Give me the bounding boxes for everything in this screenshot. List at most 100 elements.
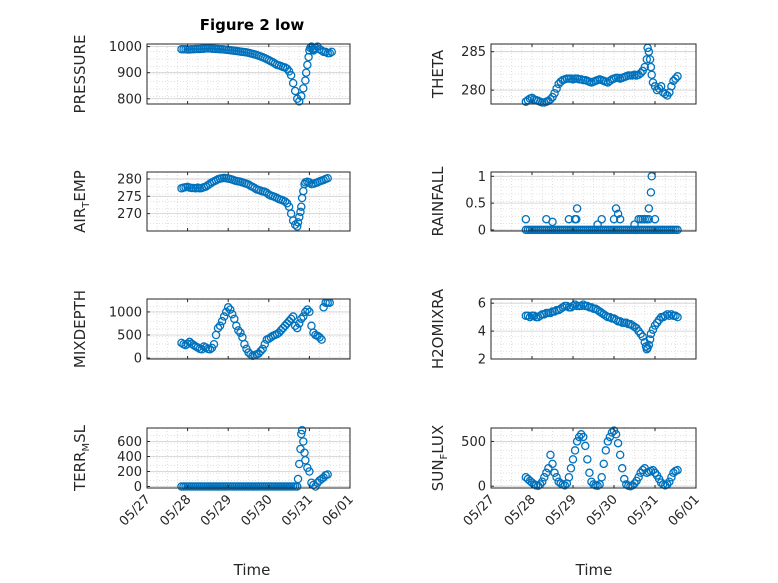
subplot-mixdepth: 0 500 1000 MIXDEPTH — [71, 290, 351, 368]
data-point — [236, 328, 245, 337]
data-point — [585, 468, 594, 478]
data-point — [603, 437, 613, 446]
data-point — [256, 346, 265, 356]
data-point — [673, 312, 682, 322]
data-point — [572, 204, 582, 213]
y-axis-label-main: PRESSURE — [71, 35, 89, 114]
data-points — [177, 42, 336, 106]
data-point — [183, 339, 192, 349]
data-point — [205, 345, 215, 354]
data-point — [321, 47, 330, 57]
data-point — [280, 197, 290, 206]
y-tick-label: 0.5 — [465, 197, 486, 212]
y-tick-label: 280 — [461, 84, 486, 99]
data-point — [323, 470, 332, 479]
data-point — [315, 333, 324, 342]
data-point — [671, 311, 680, 320]
y-axis-label-main: THETA — [429, 49, 447, 99]
data-point — [564, 473, 574, 482]
subplot-pressure: 800 900 1000 PRESSURE — [71, 35, 351, 114]
data-point — [593, 481, 602, 491]
y-axis-label: MIXDEPTH — [71, 290, 89, 368]
data-point — [299, 84, 308, 93]
data-point — [327, 47, 336, 57]
data-point — [282, 64, 292, 74]
data-point — [294, 319, 304, 328]
data-point — [525, 312, 535, 322]
data-point — [663, 310, 672, 319]
y-tick-label: 400 — [117, 450, 142, 465]
data-point — [303, 305, 312, 314]
data-point — [297, 425, 307, 435]
axes-box — [490, 298, 697, 360]
x-tick-label: 05/29 — [543, 492, 580, 529]
data-point — [293, 218, 303, 227]
data-point — [225, 305, 235, 314]
data-point — [296, 207, 305, 217]
figure-title: Figure 2 low — [200, 16, 305, 34]
data-point — [297, 429, 306, 439]
data-point — [552, 473, 561, 482]
y-axis-label: AIRTEMP — [71, 170, 92, 233]
x-tick-label: 05/28 — [157, 492, 194, 529]
y-axis-label-subscript: M — [81, 443, 92, 452]
data-point — [201, 343, 211, 352]
data-point — [615, 450, 625, 460]
data-point — [521, 214, 531, 224]
data-point — [667, 473, 676, 482]
x-tick-label: 05/27 — [117, 492, 154, 529]
subplot-rainfall: 0 0.5 1 RAINFALL — [429, 166, 697, 238]
data-point — [288, 78, 298, 88]
y-tick-label: 1 — [478, 170, 486, 185]
subplot-sunlux: 0 500 05/27 05/28 05/29 05/30 05/31 06/01 SUNFLU… — [429, 425, 703, 530]
data-point — [601, 446, 611, 455]
data-point — [617, 464, 627, 473]
x-tick-label: 06/01 — [666, 492, 703, 529]
data-point — [290, 86, 300, 96]
data-point — [566, 464, 576, 473]
data-point — [297, 202, 306, 211]
data-point — [568, 455, 578, 464]
data-point — [644, 204, 654, 213]
data-point — [583, 455, 592, 464]
data-point — [558, 303, 568, 312]
subplot-h2omixra: 2 4 6 H2OMIXRA — [429, 288, 697, 369]
data-point — [299, 437, 308, 446]
data-point — [301, 76, 310, 85]
data-point — [297, 193, 307, 203]
x-tick-label: 05/31 — [625, 492, 662, 529]
data-points — [521, 43, 682, 107]
y-axis-label-tail: EMP — [71, 170, 89, 201]
y-tick-label: 500 — [461, 435, 486, 450]
data-points — [521, 426, 682, 491]
y-tick-label: 270 — [117, 207, 142, 222]
data-point — [294, 459, 304, 469]
y-axis-label-main: MIXDEPTH — [71, 290, 89, 368]
data-point — [538, 477, 547, 486]
x-tick-label: 05/28 — [502, 492, 539, 529]
data-point — [673, 72, 682, 81]
data-point — [246, 350, 255, 359]
y-tick-label: 600 — [117, 435, 142, 450]
data-point — [217, 316, 227, 326]
data-point — [560, 481, 570, 490]
y-tick-label: 280 — [117, 172, 142, 187]
data-point — [661, 311, 670, 320]
data-point — [673, 465, 682, 475]
data-point — [303, 60, 312, 70]
data-point — [307, 321, 316, 331]
data-point — [634, 473, 643, 482]
data-point — [667, 82, 676, 91]
data-point — [228, 309, 237, 319]
data-point — [607, 428, 617, 437]
y-axis-label-main: TERR — [71, 452, 89, 493]
data-point — [644, 340, 654, 350]
data-point — [572, 437, 582, 446]
data-points — [177, 425, 332, 491]
data-point — [293, 474, 303, 484]
data-point — [305, 467, 314, 476]
y-axis-label: RAINFALL — [429, 166, 447, 237]
data-point — [646, 188, 656, 197]
